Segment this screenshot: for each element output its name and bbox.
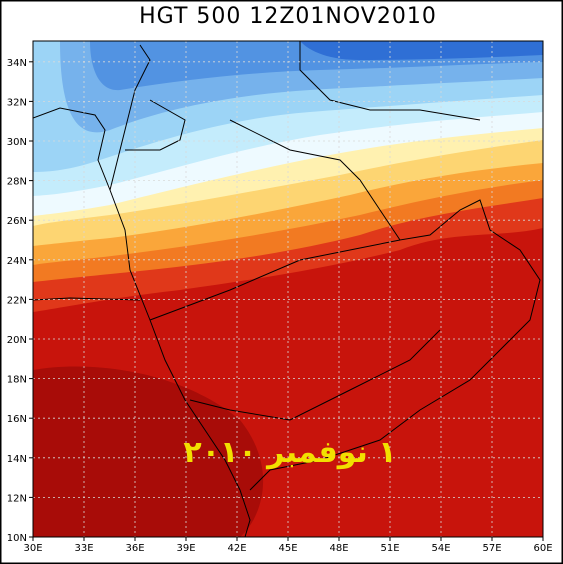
lat-label: 16N [7,414,27,425]
axis-labels: 10N 12N 14N 16N 18N 20N 22N 24N 26N 28N 30N 32N 34N 3… [7,58,553,554]
lat-label: 22N [7,295,27,306]
lon-label: 51E [380,543,399,554]
lat-label: 20N [7,335,27,346]
lat-label: 26N [7,216,27,227]
lon-label: 33E [74,543,93,554]
lat-label: 28N [7,177,27,188]
lat-label: 12N [7,493,27,504]
lat-label: 30N [7,137,27,148]
map-title: HGT 500 12Z01NOV2010 [139,4,437,29]
lat-label: 24N [7,256,27,267]
lon-label: 30E [23,543,42,554]
graticule [29,41,544,541]
lat-label: 14N [7,454,27,465]
lat-label: 34N [7,58,27,69]
lon-label: 60E [533,543,552,554]
contour-fill [33,41,543,537]
lon-label: 42E [227,543,246,554]
lon-label: 54E [431,543,450,554]
lon-label: 45E [278,543,297,554]
lon-label: 57E [482,543,501,554]
lat-label: 32N [7,97,27,108]
plot-border [32,40,544,538]
lon-label: 39E [176,543,195,554]
date-annotation: ١ نوفمبر ٢٠١٠ [183,435,396,470]
lon-label: 48E [329,543,348,554]
lon-label: 36E [125,543,144,554]
lat-label: 18N [7,375,27,386]
lat-label: 10N [7,533,27,544]
coastlines [33,41,541,537]
